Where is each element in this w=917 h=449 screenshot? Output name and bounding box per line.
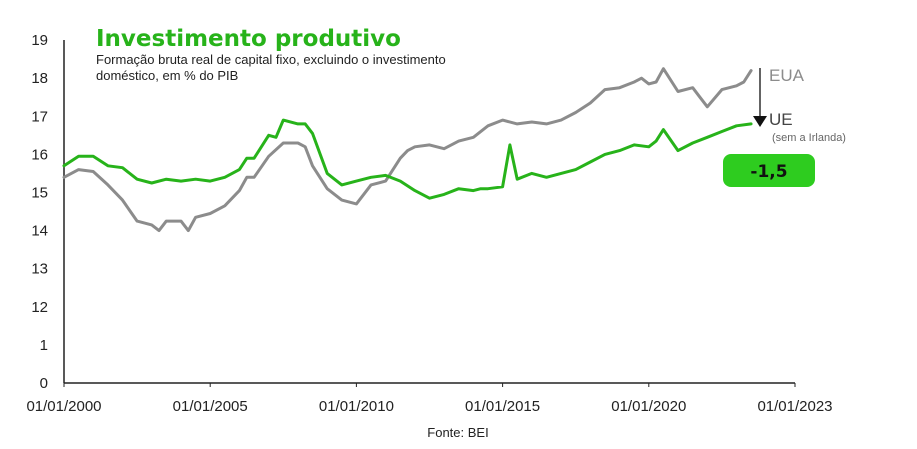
y-axis-ticks: 0 1 12 13 14 15 16 17 18 19 [31, 32, 48, 392]
chart-subtitle-line-2: doméstico, em % do PIB [96, 68, 238, 83]
series-label-ue: UE [769, 110, 793, 129]
y-tick-label: 1 [40, 337, 48, 354]
x-tick-label: 01/01/2000 [26, 398, 101, 415]
y-tick-label: 18 [31, 70, 48, 87]
y-tick-label: 14 [31, 223, 48, 240]
source-note: Fonte: BEI [427, 425, 488, 440]
x-tick-label: 01/01/2005 [173, 398, 248, 415]
series-label-eua: EUA [769, 66, 805, 85]
series-line-eua [62, 67, 753, 233]
x-axis-ticks: 01/01/2000 01/01/2005 01/01/2010 01/01/2015… [26, 383, 833, 415]
x-tick-label: 01/01/2020 [611, 398, 686, 415]
y-tick-label: 16 [31, 146, 48, 163]
x-tick-label: 01/01/2010 [319, 398, 394, 415]
x-tick-label: 01/01/2015 [465, 398, 540, 415]
series-layer [62, 67, 753, 233]
x-tick-label: 01/01/2023 [757, 398, 832, 415]
y-tick-label: 19 [31, 32, 48, 49]
y-tick-label: 13 [31, 261, 48, 278]
y-tick-label: 12 [31, 299, 48, 316]
gap-badge-label: -1,5 [750, 162, 787, 182]
series-note-ue: (sem a Irlanda) [772, 132, 846, 144]
series-line-ue [62, 118, 753, 200]
chart-title: Investimento produtivo [96, 26, 401, 52]
y-tick-label: 0 [40, 375, 48, 392]
y-tick-label: 15 [31, 185, 48, 202]
chart-subtitle-line-1: Formação bruta real de capital fixo, exc… [96, 52, 446, 67]
gap-arrow-head [753, 116, 767, 127]
gap-badge [723, 154, 815, 187]
y-tick-label: 17 [31, 108, 48, 125]
